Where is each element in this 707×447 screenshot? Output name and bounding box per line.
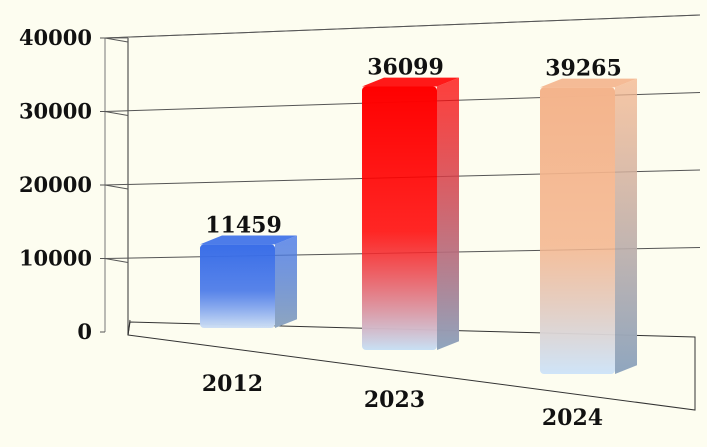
bar-side-2024 — [615, 79, 637, 374]
data-label-2012: 11459 — [205, 212, 282, 238]
gridline-side — [105, 38, 128, 42]
gridline-side — [105, 185, 128, 189]
y-tick-label: 20000 — [19, 172, 92, 197]
y-tick-label: 30000 — [19, 99, 92, 124]
x-tick-label: 2023 — [364, 387, 425, 413]
x-tick-label: 2024 — [542, 405, 603, 431]
y-tick-label: 10000 — [19, 246, 92, 271]
y-tick-label: 0 — [77, 319, 92, 344]
y-tick-label: 40000 — [19, 25, 92, 50]
gridline-side — [105, 112, 128, 116]
bar-side-2023 — [437, 78, 459, 350]
data-label-2024: 39265 — [545, 55, 622, 81]
bar-side-2012 — [275, 236, 297, 328]
data-label-2023: 36099 — [367, 54, 444, 80]
gridline — [105, 15, 700, 38]
x-tick-label: 2012 — [202, 371, 263, 397]
bar-2012 — [200, 244, 275, 328]
bar-2024 — [540, 87, 615, 374]
x-axis-ticks: 2012 2023 2024 — [202, 371, 603, 431]
bar-2023 — [362, 86, 437, 350]
gridline-side — [105, 259, 128, 263]
y-axis-ticks: 0 10000 20000 30000 40000 — [19, 25, 105, 344]
